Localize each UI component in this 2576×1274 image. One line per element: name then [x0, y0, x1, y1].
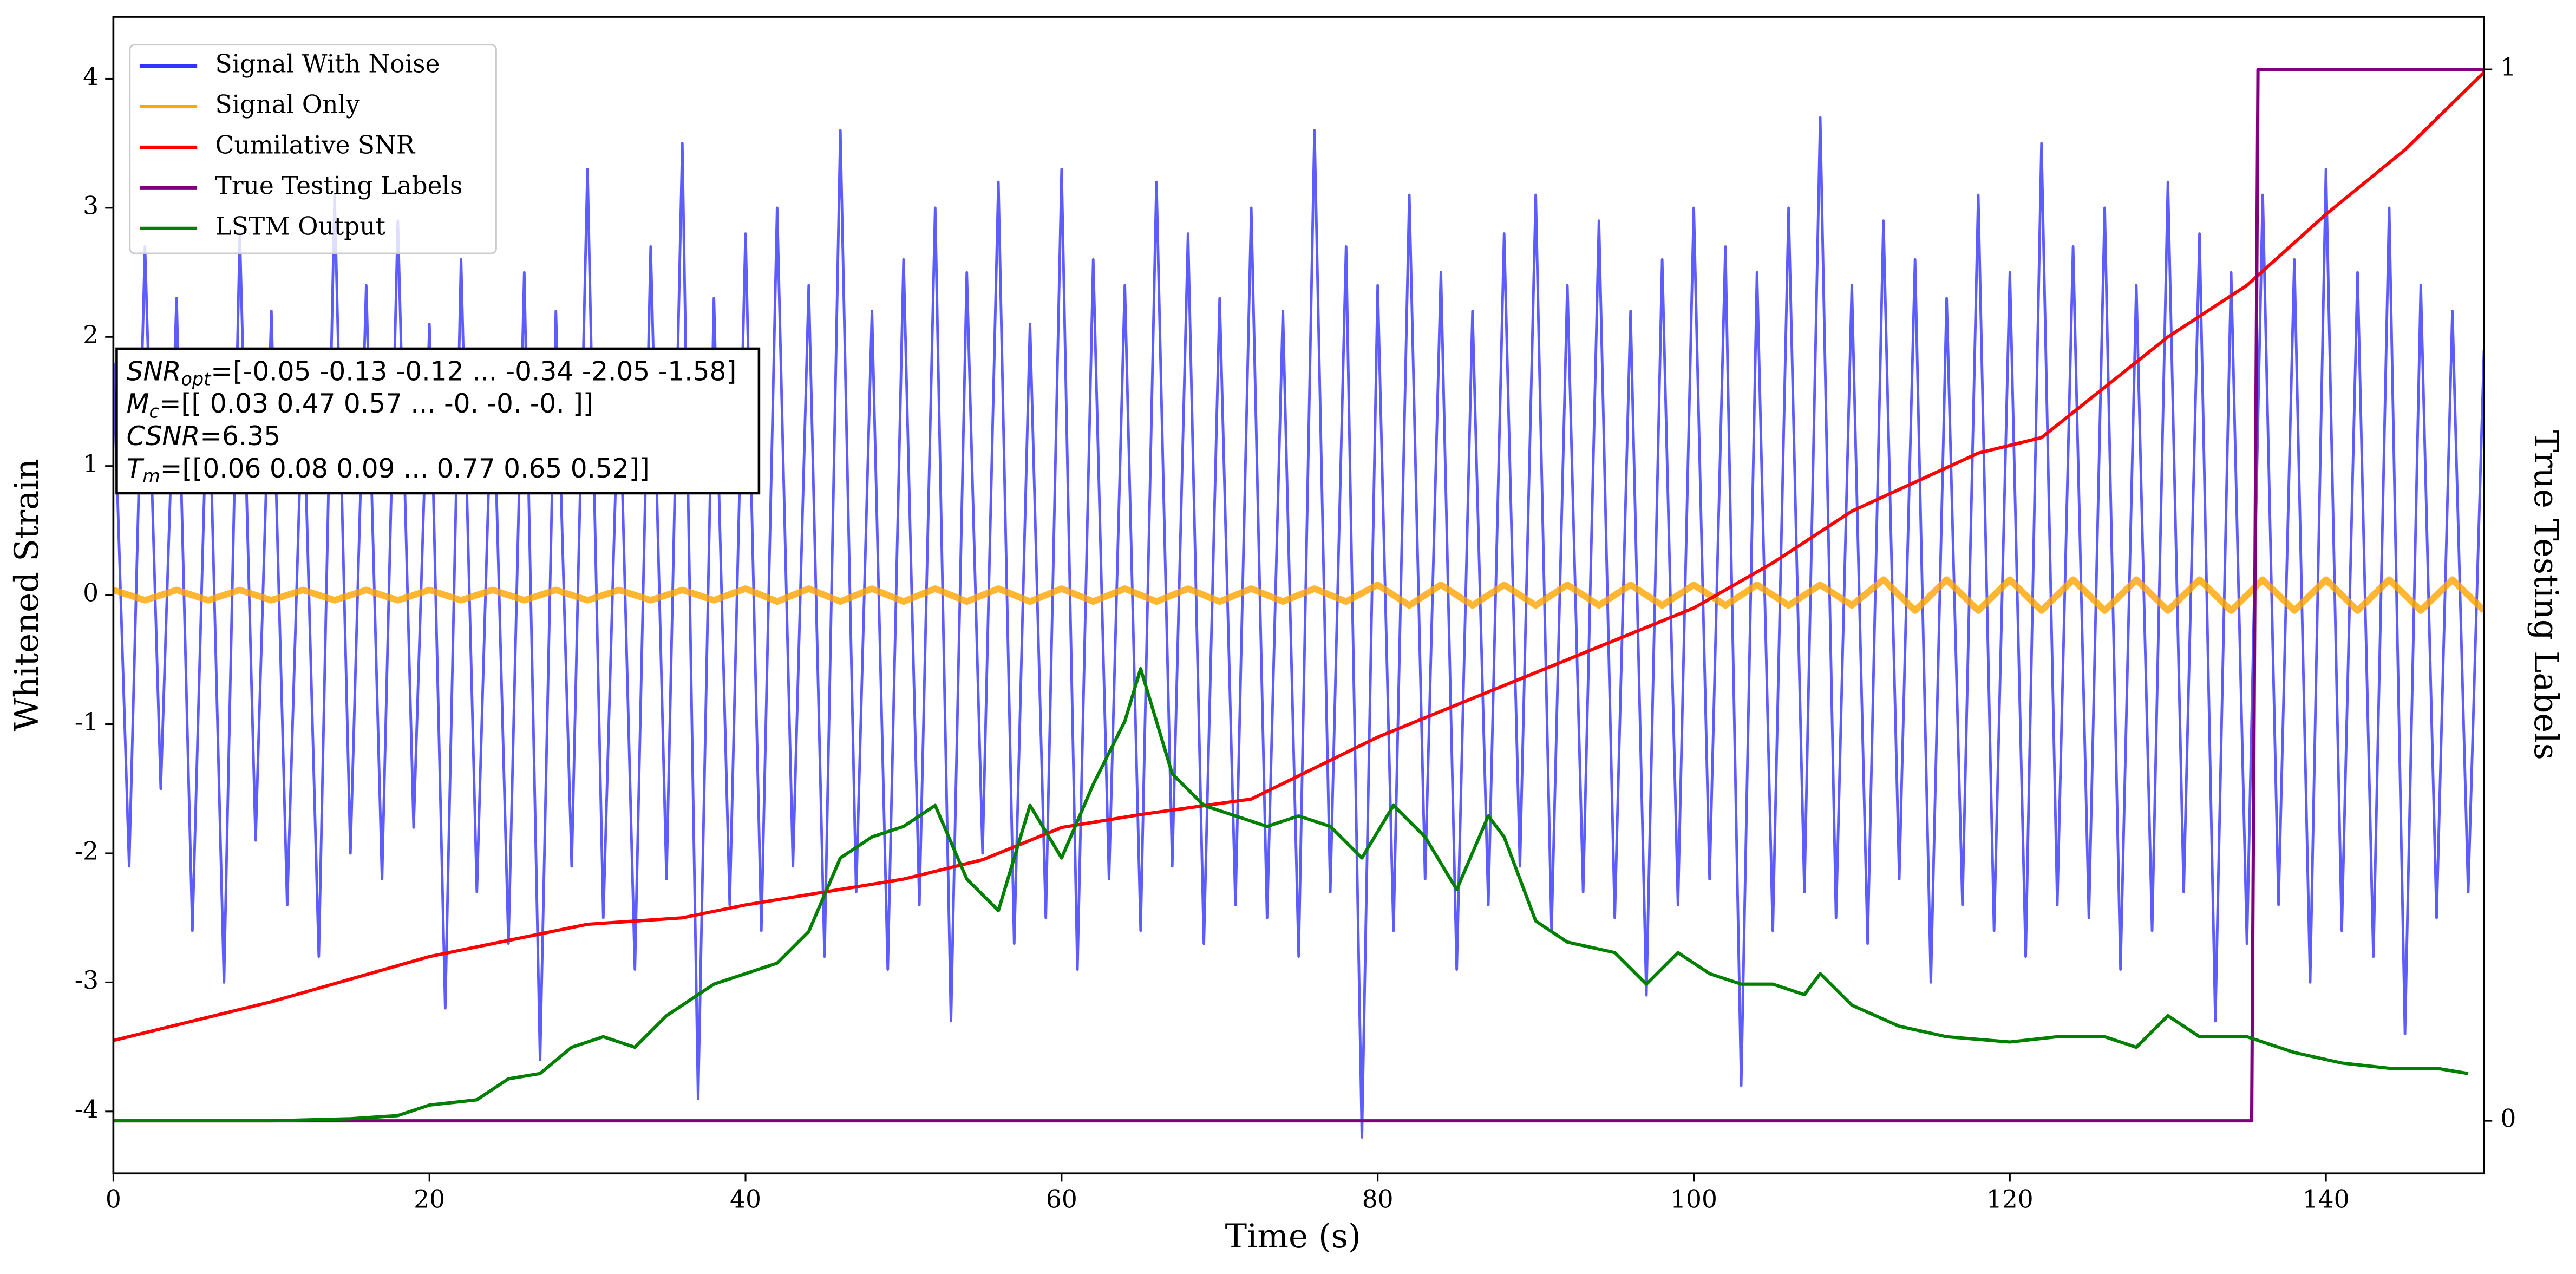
x-tick-label: 40	[730, 1185, 761, 1213]
series-line	[113, 68, 2485, 1123]
annotation-line: SNRopt=[-0.05 -0.13 -0.12 ... -0.34 -2.0…	[127, 356, 737, 389]
y-tick-label: 2	[83, 321, 99, 349]
annotation-sub: opt	[181, 368, 212, 389]
y-tick-label: -3	[75, 966, 99, 995]
x-tick-label: 80	[1362, 1185, 1394, 1213]
x-tick-label: 60	[1046, 1185, 1077, 1213]
y-tick-label: 1	[83, 449, 99, 478]
series-line	[113, 667, 2469, 1123]
y2-axis-label: True Testing Labels	[2527, 430, 2565, 760]
y-tick-label: -1	[75, 708, 99, 736]
y-tick-label: 3	[83, 191, 99, 220]
annotation-line: CSNR=6.35	[127, 421, 280, 452]
annotation-name: CSNR	[127, 421, 200, 452]
annotation-name: M	[127, 389, 149, 419]
y-tick-label: -4	[75, 1095, 99, 1123]
legend-label: Cumilative SNR	[215, 130, 416, 159]
legend-label: True Testing Labels	[215, 171, 463, 200]
x-tick-label: 140	[2303, 1185, 2350, 1213]
y-axis-label: Whitened Strain	[8, 459, 46, 731]
annotation-name: SNR	[127, 356, 181, 387]
x-tick-label: 0	[106, 1185, 121, 1213]
legend-box	[129, 44, 497, 254]
legend-label: Signal With Noise	[215, 50, 440, 79]
plot-frame	[112, 16, 2485, 1175]
y-tick-label: -2	[75, 837, 99, 865]
x-tick-label: 20	[414, 1185, 445, 1213]
x-tick-label: 120	[1986, 1185, 2034, 1213]
y-tick-label: 0	[83, 579, 99, 607]
x-tick-label: 100	[1670, 1185, 1717, 1213]
x-axis-label: Time (s)	[1225, 1218, 1361, 1256]
y2-tick-label: 0	[2500, 1105, 2516, 1133]
series-line	[113, 576, 2485, 614]
series-line	[113, 116, 2485, 1139]
legend-label: LSTM Output	[215, 212, 385, 240]
legend-label: Signal Only	[215, 90, 360, 119]
annotation-line: Tm=[[0.06 0.08 0.09 ... 0.77 0.65 0.52]]	[127, 454, 650, 487]
annotation-text: =6.35	[200, 421, 280, 452]
annotation-sub: c	[149, 401, 159, 422]
annotation-name: T	[127, 454, 145, 484]
y-tick-label: 4	[83, 62, 99, 91]
annotation-line: Mc=[[ 0.03 0.47 0.57 ... -0. -0. -0. ]]	[127, 389, 593, 422]
annotation-box	[115, 347, 761, 495]
annotation-text: =[[0.06 0.08 0.09 ... 0.77 0.65 0.52]]	[160, 454, 650, 484]
annotation-text: =[-0.05 -0.13 -0.12 ... -0.34 -2.05 -1.5…	[211, 356, 736, 387]
annotation-text: =[[ 0.03 0.47 0.57 ... -0. -0. -0. ]]	[159, 389, 593, 419]
y2-tick-label: 1	[2500, 53, 2516, 82]
annotation-sub: m	[142, 465, 160, 486]
series-line	[113, 71, 2485, 1042]
